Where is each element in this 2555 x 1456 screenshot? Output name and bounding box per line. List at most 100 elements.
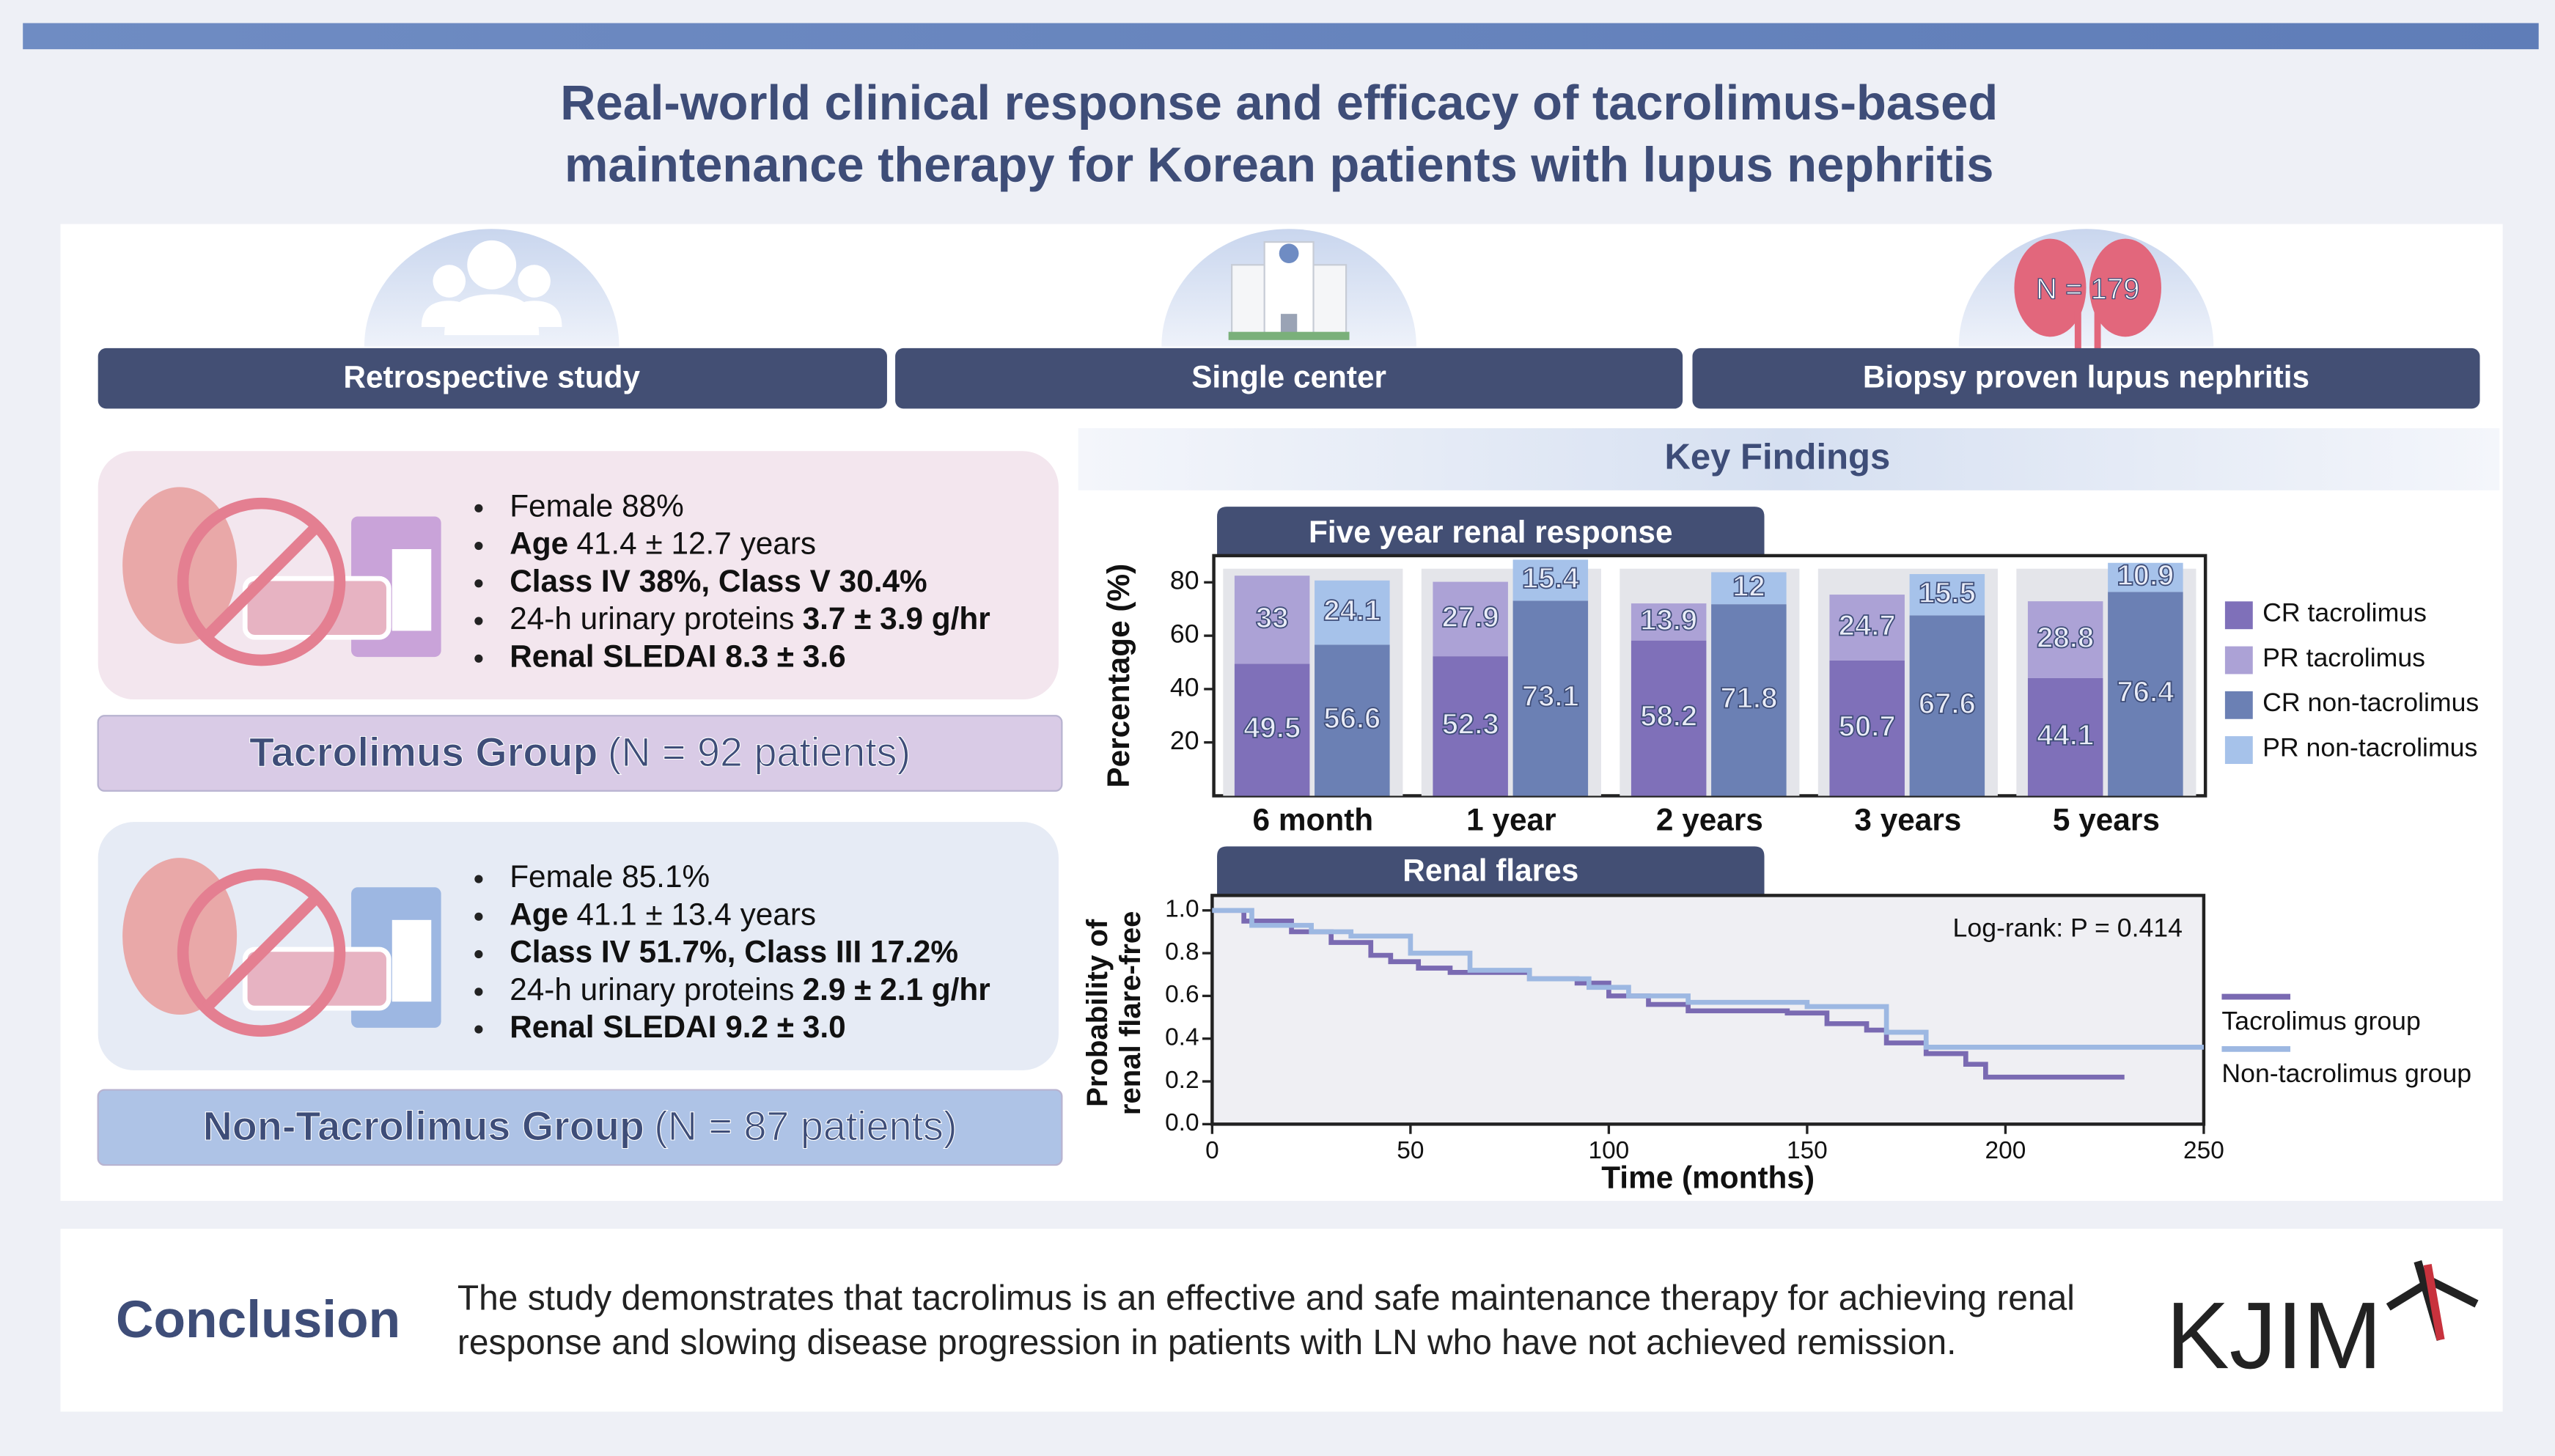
y-tick-label: 0.0 (1165, 1109, 1199, 1136)
bar-segment (1829, 660, 1905, 796)
bar-segment (1711, 572, 1787, 605)
conclusion-label: Conclusion (116, 1290, 400, 1349)
bar-value-label: 13.9 (1640, 604, 1697, 636)
logo-mark (2423, 1264, 2445, 1341)
bar-value-label: 15.4 (1522, 562, 1580, 595)
bar-segment (1829, 595, 1905, 661)
bar-segment (1433, 581, 1508, 657)
bar-value-label: 76.4 (2117, 676, 2174, 708)
chart-title-tab (1217, 846, 1765, 896)
feature-label: Retrospective study (343, 359, 640, 394)
bar-segment (1315, 580, 1390, 645)
x-tick-label: 1 year (1466, 802, 1556, 837)
bar-segment (2027, 601, 2103, 678)
legend-label: Non-tacrolimus group (2221, 1059, 2471, 1088)
sample-size-badge: N = 179 (2036, 273, 2140, 306)
feature-header (1692, 348, 2480, 409)
feature-label: Single center (1191, 359, 1386, 394)
legend-label: CR non-tacrolimus (2262, 688, 2479, 717)
group-item: Age 41.4 ± 12.7 years (510, 526, 816, 561)
group-item: 24-h urinary proteins 2.9 ± 2.1 g/hr (510, 972, 990, 1007)
group-label-box (97, 715, 1063, 792)
bar-value-label: 24.7 (1839, 610, 1896, 642)
bar-value-label: 56.6 (1323, 702, 1381, 735)
bar-segment (1234, 576, 1310, 664)
item-segment: 24-h urinary proteins (510, 972, 794, 1007)
y-tick-label: 40 (1170, 672, 1199, 702)
y-tick-label: 80 (1170, 566, 1199, 595)
people-icon (421, 240, 562, 336)
item-segment: Renal SLEDAI 9.2 ± 3.0 (510, 1010, 845, 1044)
legend-label: Tacrolimus group (2221, 1007, 2420, 1036)
title-line: maintenance therapy for Korean patients … (565, 137, 1993, 192)
item-segment: Female 85.1% (510, 859, 710, 894)
x-tick-label: 150 (1787, 1137, 1828, 1164)
group-item: Class IV 51.7%, Class III 17.2% (510, 935, 958, 969)
legend-swatch (2224, 691, 2253, 719)
logo: KJIM (2166, 1283, 2382, 1389)
x-tick-label: 3 years (1854, 802, 1961, 837)
y-tick-label: 20 (1170, 726, 1199, 755)
item-segment: 2.9 ± 2.1 g/hr (803, 972, 990, 1007)
x-tick-label: 100 (1589, 1137, 1630, 1164)
chart-title: Five year renal response (1309, 515, 1672, 549)
item-segment: Age (510, 897, 568, 932)
item-segment: Class IV 51.7%, Class III 17.2% (510, 935, 958, 969)
item-segment: 24-h urinary proteins (510, 601, 794, 636)
group-count: (N = 87 patients) (654, 1103, 957, 1149)
bar-segment (1909, 615, 1985, 796)
bar-value-label: 24.1 (1323, 595, 1381, 627)
x-tick-label: 0 (1205, 1137, 1219, 1164)
y-tick-label: 0.2 (1165, 1067, 1199, 1094)
no-sign (177, 497, 346, 666)
y-tick-label: 1.0 (1165, 896, 1199, 923)
item-segment: 41.1 ± 13.4 years (576, 897, 816, 932)
x-tick-label: 5 years (2053, 802, 2160, 837)
item-segment: Renal SLEDAI 8.3 ± 3.6 (510, 639, 845, 673)
conclusion-text: The study demonstrates that tacrolimus i… (457, 1279, 2075, 1318)
bar-segment (1433, 656, 1508, 796)
group-count: (N = 92 patients) (608, 729, 911, 774)
bar-segment (1631, 603, 1707, 641)
conclusion-panel (60, 1228, 2503, 1412)
item-segment: 3.7 ± 3.9 g/hr (803, 601, 990, 636)
x-tick-label: 50 (1397, 1137, 1424, 1164)
item-segment: 41.4 ± 12.7 years (576, 526, 816, 561)
pill-bottle-label (391, 919, 432, 1002)
bullet (474, 950, 483, 959)
x-tick-label: 200 (1985, 1137, 2026, 1164)
bar-value-label: 27.9 (1442, 601, 1499, 633)
x-tick-label: 250 (2183, 1137, 2224, 1164)
legend-label: CR tacrolimus (2262, 598, 2427, 628)
bar-value-label: 28.8 (2037, 622, 2094, 654)
top-bar (23, 23, 2539, 50)
legend-swatch (2224, 646, 2253, 674)
bar-value-label: 67.6 (1919, 688, 1976, 720)
bar-value-label: 44.1 (2037, 719, 2094, 751)
bullet (474, 579, 483, 588)
bar-segment (2108, 562, 2183, 592)
group-item: Renal SLEDAI 9.2 ± 3.0 (510, 1010, 845, 1044)
bullet (474, 1025, 483, 1034)
feature-label: Biopsy proven lupus nephritis (1863, 359, 2309, 394)
legend-label: PR tacrolimus (2262, 643, 2425, 672)
bar-segment (1512, 600, 1589, 796)
no-sign (177, 868, 346, 1037)
y-axis-label: Percentage (%) (1101, 564, 1136, 788)
pill-pack (242, 946, 391, 1011)
pill-bottle-label (391, 549, 432, 631)
key-findings-title: Key Findings (1664, 437, 1890, 477)
bar-segment (1711, 604, 1787, 796)
bar-value-label: 10.9 (2117, 559, 2174, 592)
annotation: Log-rank: P = 0.414 (1953, 913, 2183, 943)
bar-value-label: 73.1 (1522, 680, 1579, 713)
bullet (474, 654, 483, 663)
bar-value-label: 71.8 (1720, 682, 1777, 714)
item-segment: Female 88% (510, 488, 684, 523)
group-name: Tacrolimus Group (249, 729, 598, 774)
y-axis-label: renal flare-free (1114, 911, 1147, 1116)
conclusion-text: response and slowing disease progression… (457, 1323, 1957, 1362)
legend-label: PR non-tacrolimus (2262, 732, 2477, 762)
group-name: Non-Tacrolimus Group (203, 1103, 644, 1149)
